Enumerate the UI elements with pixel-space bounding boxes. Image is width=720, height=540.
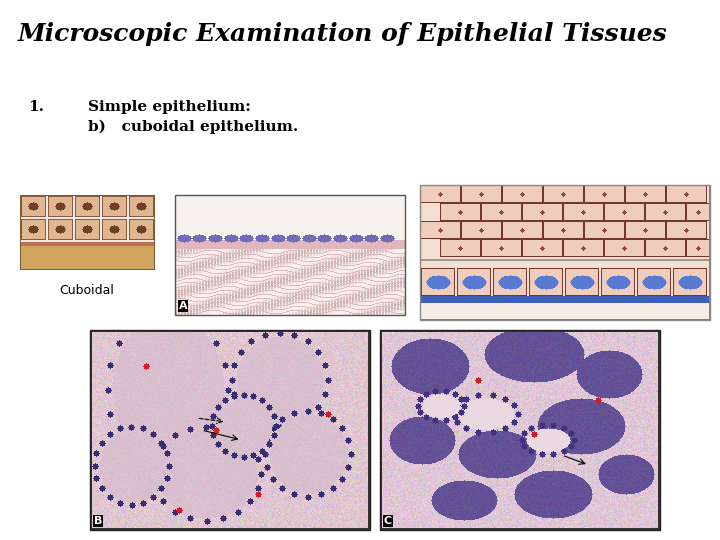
Text: 1.: 1. xyxy=(28,100,44,114)
Bar xyxy=(90,330,370,530)
Text: Simple epithelium:: Simple epithelium: xyxy=(88,100,251,114)
Text: A: A xyxy=(179,301,188,311)
Bar xyxy=(175,195,405,315)
Text: Microscopic Examination of Epithelial Tissues: Microscopic Examination of Epithelial Ti… xyxy=(18,22,667,46)
Text: Cuboidal: Cuboidal xyxy=(60,284,114,297)
Text: b)   cuboidal epithelium.: b) cuboidal epithelium. xyxy=(88,120,298,134)
Bar xyxy=(420,185,710,320)
Text: C: C xyxy=(384,516,392,526)
Text: B: B xyxy=(94,516,102,526)
Bar xyxy=(380,330,660,530)
